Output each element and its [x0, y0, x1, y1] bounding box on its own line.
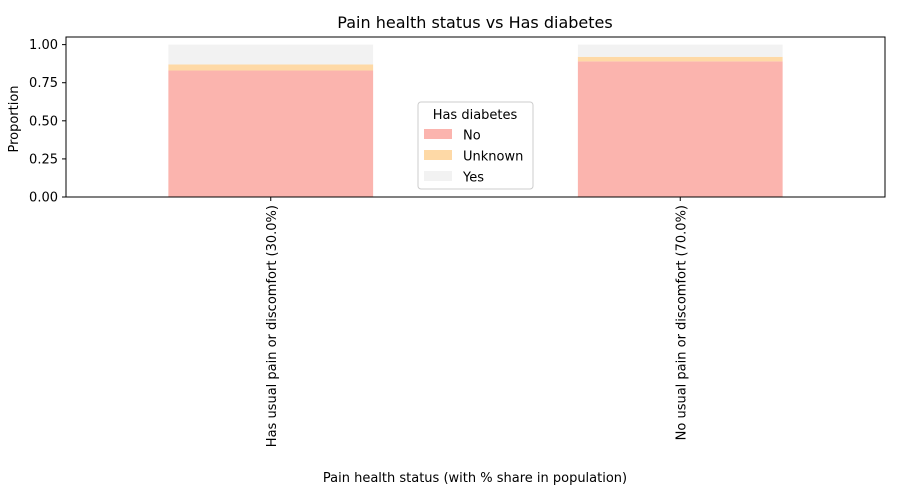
legend-label-no: No [463, 129, 481, 144]
legend-items: No Unknown Yes [424, 129, 523, 186]
chart-title: Pain health status vs Has diabetes [337, 13, 612, 32]
x-tick-label: No usual pain or discomfort (70.0%) [674, 205, 689, 440]
legend-label-yes: Yes [462, 171, 484, 186]
legend-swatch-yes [424, 171, 452, 181]
bars-layer [168, 44, 783, 197]
legend-swatch-unknown [424, 150, 452, 160]
y-tick-label: 1.00 [29, 38, 58, 53]
y-tick-label: 0.00 [29, 191, 58, 206]
x-axis: Has usual pain or discomfort (30.0%) No u… [265, 197, 689, 447]
legend: Has diabetes No Unknown Yes [417, 101, 534, 190]
bar-yes-0 [168, 44, 374, 65]
legend-label-unknown: Unknown [463, 150, 523, 165]
bar-yes-1 [577, 44, 783, 57]
x-tick-label: Has usual pain or discomfort (30.0%) [265, 205, 280, 447]
legend-box [417, 101, 534, 190]
bar-no-1 [577, 61, 783, 197]
y-tick-label: 0.50 [29, 114, 58, 129]
y-tick-label: 0.75 [29, 76, 58, 91]
y-axis: 0.00 0.25 0.50 0.75 1.00 [29, 38, 66, 206]
plot-frame [65, 36, 886, 198]
x-axis-label: Pain health status (with % share in popu… [323, 471, 627, 486]
legend-swatch-no [424, 129, 452, 139]
y-axis-label: Proportion [7, 85, 22, 152]
bar-no-0 [168, 70, 374, 197]
bar-unknown-1 [577, 56, 783, 62]
legend-title: Has diabetes [433, 108, 518, 123]
y-tick-label: 0.25 [29, 152, 58, 167]
bar-unknown-0 [168, 64, 374, 71]
